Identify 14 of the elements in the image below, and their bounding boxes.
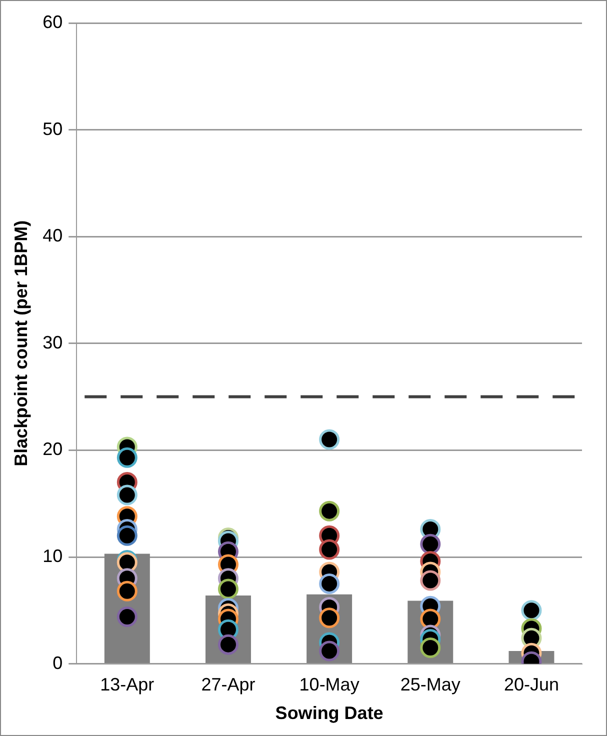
x-axis-title: Sowing Date bbox=[275, 703, 384, 724]
y-tick-label: 10 bbox=[42, 546, 63, 566]
y-axis-title: Blackpoint count (per 1BPM) bbox=[10, 220, 31, 466]
y-tick-label: 40 bbox=[42, 226, 63, 246]
y-tick-label: 60 bbox=[42, 12, 63, 32]
y-tick-label: 30 bbox=[42, 332, 63, 352]
x-tick-label: 25-May bbox=[400, 674, 460, 695]
x-tick-label: 20-Jun bbox=[504, 674, 559, 695]
x-tick-label: 10-May bbox=[299, 674, 360, 695]
x-tick-label: 27-Apr bbox=[201, 674, 256, 695]
x-tick-label: 13-Apr bbox=[100, 674, 154, 695]
y-tick-label: 50 bbox=[42, 118, 63, 139]
y-tick-label: 0 bbox=[52, 652, 63, 673]
y-tick-label: 20 bbox=[42, 439, 63, 460]
